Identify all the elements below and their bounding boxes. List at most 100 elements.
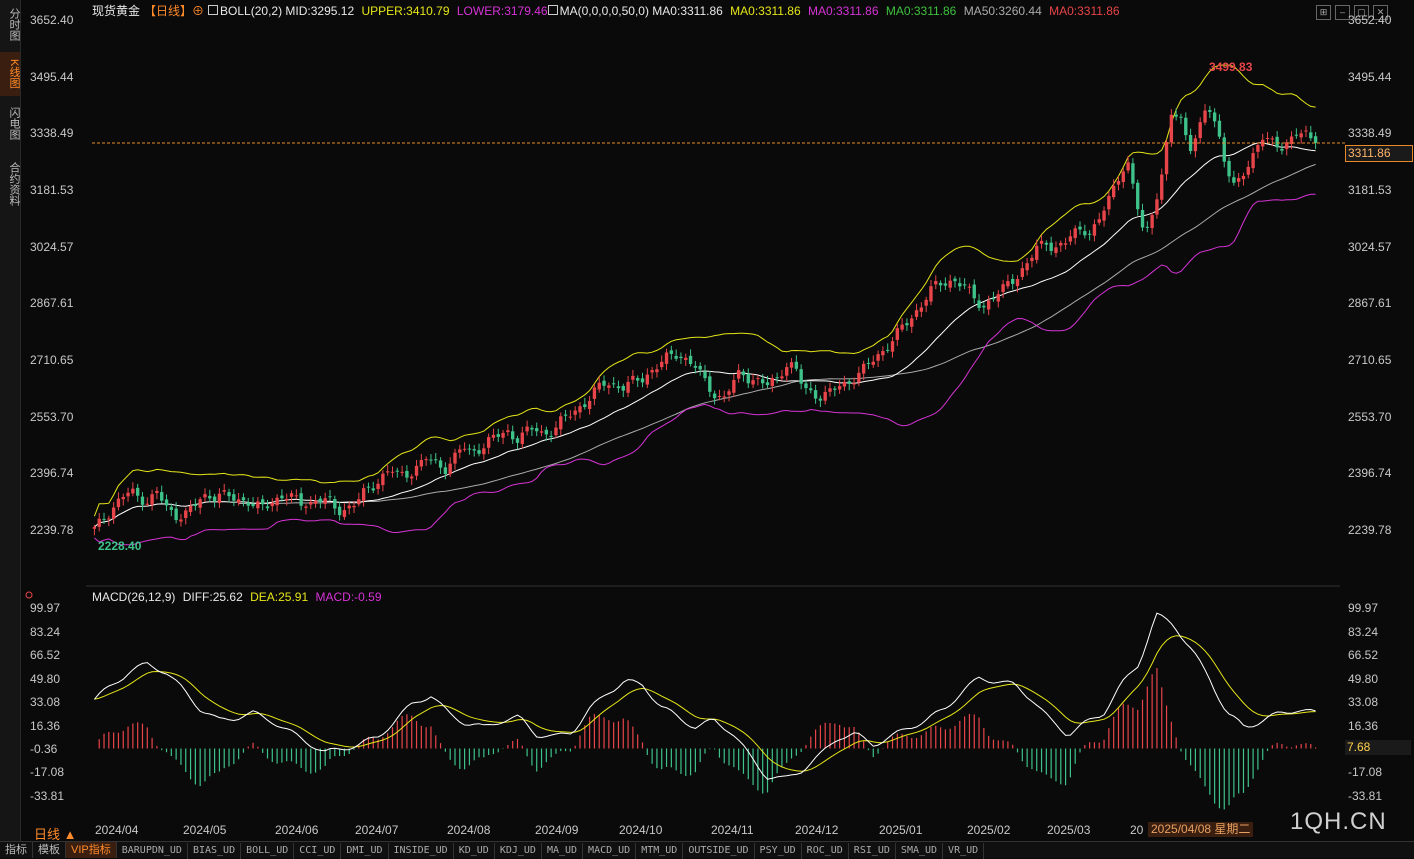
candle-body — [448, 463, 452, 475]
candle-body — [443, 467, 448, 474]
candle-body — [414, 465, 419, 476]
price-tick-right: 3024.57 — [1348, 239, 1392, 254]
candle-body — [309, 501, 313, 505]
candle-body — [1280, 148, 1284, 151]
candle-body — [150, 494, 154, 505]
macd-tick-left: 33.08 — [30, 695, 61, 709]
candle-body — [208, 495, 212, 499]
candle-body — [289, 493, 294, 497]
candle-body — [222, 490, 226, 492]
candle-body — [905, 323, 909, 326]
candle-body — [390, 471, 395, 473]
tab-kline[interactable]: K线图 — [0, 52, 20, 96]
candle-body — [496, 434, 500, 437]
candle-body — [472, 449, 476, 451]
candle-body — [1121, 171, 1125, 183]
settings-icon[interactable]: ⊕ — [192, 4, 205, 18]
indicator-psy_ud[interactable]: PSY_UD — [755, 843, 802, 859]
indicator-header: 现货黄金 【日线】⊕ BOLL(20,2) MID:3295.12 UPPER:34… — [92, 2, 1124, 18]
indicator-outside_ud[interactable]: OUTSIDE_UD — [683, 843, 755, 859]
candle-body — [260, 499, 265, 505]
candle-body — [357, 499, 361, 505]
candle-body — [160, 492, 164, 501]
indicator-ma_ud[interactable]: MA_UD — [542, 843, 584, 859]
boll-settings-icon[interactable] — [208, 5, 219, 15]
price-tick-right: 2396.74 — [1348, 466, 1392, 481]
indicator-boll_ud[interactable]: BOLL_UD — [241, 843, 295, 859]
candle-body — [1020, 268, 1025, 277]
indicator-mtm_ud[interactable]: MTM_UD — [636, 843, 684, 859]
candle-body — [886, 349, 890, 351]
candle-body — [419, 460, 424, 467]
left-tab-bar: 分时图 K线图 闪电图 合约资料 — [0, 0, 21, 857]
candle-body — [986, 300, 991, 310]
tab-indicators[interactable]: 指标 — [0, 842, 33, 858]
close-icon[interactable]: ✕ — [1373, 5, 1388, 20]
candle-body — [1063, 243, 1068, 245]
boll-lower-line — [94, 193, 1316, 546]
candle-body — [914, 310, 919, 317]
period-selector[interactable]: 日线 ▲ — [34, 827, 77, 842]
candle-body — [126, 492, 130, 497]
candle-body — [1145, 226, 1150, 228]
x-tick-label: 2024/06 — [275, 823, 319, 837]
indicator-kd_ud[interactable]: KD_UD — [454, 843, 495, 859]
indicator-kdj_ud[interactable]: KDJ_UD — [495, 843, 542, 859]
indicator-cci_ud[interactable]: CCI_UD — [294, 843, 342, 859]
tab-templates[interactable]: 模板 — [33, 842, 66, 858]
ma0-green: MA0:3311.86 — [885, 4, 957, 18]
price-tick-left: 2553.70 — [30, 409, 74, 424]
candle-body — [655, 369, 659, 373]
candle-body — [684, 357, 688, 360]
candle-body — [429, 459, 433, 461]
candle-body — [804, 383, 808, 389]
indicator-bias_ud[interactable]: BIAS_UD — [188, 843, 242, 859]
candle-body — [381, 473, 385, 486]
indicator-inside_ud[interactable]: INSIDE_UD — [389, 843, 454, 859]
indicator-barupdn_ud[interactable]: BARUPDN_UD — [117, 843, 188, 859]
tab-vip-indicators[interactable]: VIP指标 — [66, 842, 117, 858]
ma-settings-icon[interactable] — [547, 5, 558, 15]
candle-body — [967, 286, 972, 288]
indicator-macd_ud[interactable]: MACD_UD — [583, 843, 637, 859]
tab-timeshare[interactable]: 分时图 — [8, 7, 20, 41]
candle-body — [1164, 142, 1169, 175]
candle-body — [251, 503, 255, 507]
candle-body — [323, 498, 327, 504]
restore-icon[interactable]: ▢ — [1354, 5, 1369, 20]
candle-body — [871, 361, 875, 365]
indicator-roc_ud[interactable]: ROC_UD — [802, 843, 849, 859]
candle-body — [1087, 233, 1092, 235]
macd-dea: DEA:25.91 — [250, 590, 309, 604]
tab-contract-info[interactable]: 合约资料 — [8, 162, 20, 206]
price-tick-left: 3495.44 — [30, 69, 74, 84]
tab-flash[interactable]: 闪电图 — [8, 106, 20, 140]
candle-body — [823, 391, 827, 401]
candle-body — [573, 410, 577, 415]
candle-body — [246, 502, 250, 506]
candle-body — [549, 435, 553, 437]
indicator-dmi_ud[interactable]: DMI_UD — [341, 843, 389, 859]
candle-body — [164, 499, 169, 506]
candle-body — [919, 307, 924, 312]
cursor-date-label: 2025/04/08 星期二 — [1148, 822, 1254, 837]
candle-body — [1198, 122, 1202, 139]
price-tick-left: 2239.78 — [30, 523, 74, 537]
candle-body — [482, 448, 486, 455]
price-tick-right: 2239.78 — [1348, 523, 1392, 537]
minimize-icon[interactable]: – — [1335, 5, 1350, 20]
ma50-value: MA50:3260.44 — [963, 4, 1042, 18]
indicator-sma_ud[interactable]: SMA_UD — [896, 843, 944, 859]
indicator-vr_ud[interactable]: VR_UD — [943, 843, 985, 859]
grid-icon[interactable]: ⊞ — [1316, 5, 1331, 20]
candle-body — [592, 387, 597, 399]
ma-params: MA(0,0,0,0,50,0) MA0:3311.86 — [559, 4, 723, 18]
candle-body — [583, 404, 587, 408]
indicator-rsi_ud[interactable]: RSI_UD — [849, 843, 896, 859]
candle-body — [765, 382, 770, 386]
candle-body — [1049, 242, 1053, 251]
macd-marker-icon[interactable] — [25, 591, 33, 599]
candle-body — [847, 381, 851, 384]
candle-body — [1054, 247, 1058, 253]
